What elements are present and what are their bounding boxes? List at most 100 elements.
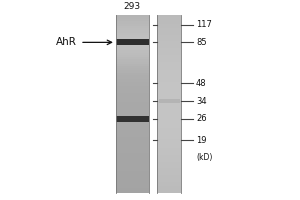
Bar: [116, 159, 148, 162]
Bar: [116, 119, 148, 122]
Bar: [158, 115, 181, 117]
Bar: [158, 66, 181, 68]
Bar: [158, 59, 181, 62]
Bar: [116, 148, 148, 151]
Bar: [158, 175, 181, 177]
Bar: [116, 93, 148, 95]
Bar: [158, 159, 181, 162]
Text: (kD): (kD): [196, 153, 212, 162]
Bar: [116, 171, 148, 173]
Bar: [158, 182, 181, 184]
Bar: [116, 139, 148, 142]
Bar: [158, 133, 181, 135]
Bar: [116, 180, 148, 182]
Bar: [116, 26, 148, 28]
Bar: [158, 110, 181, 113]
Bar: [116, 68, 148, 70]
Bar: [116, 28, 148, 30]
Bar: [116, 62, 148, 64]
Bar: [116, 168, 148, 171]
Bar: [158, 97, 181, 99]
Bar: [158, 53, 181, 55]
Bar: [116, 77, 148, 79]
Bar: [116, 19, 148, 21]
Bar: [158, 164, 181, 166]
Bar: [158, 77, 181, 79]
Bar: [158, 62, 181, 64]
Bar: [158, 128, 181, 131]
Bar: [116, 88, 148, 90]
Bar: [158, 39, 181, 41]
Bar: [158, 148, 181, 151]
Bar: [116, 41, 148, 44]
Bar: [116, 164, 148, 166]
Text: 26: 26: [196, 114, 207, 123]
Bar: [158, 157, 181, 159]
Bar: [116, 44, 148, 46]
Bar: [116, 57, 148, 59]
Bar: [116, 33, 148, 35]
Bar: [158, 68, 181, 70]
Bar: [116, 124, 148, 126]
Bar: [116, 102, 148, 104]
Text: 117: 117: [196, 20, 212, 29]
Bar: [116, 153, 148, 155]
Bar: [158, 48, 181, 50]
Bar: [116, 97, 148, 99]
Bar: [116, 188, 148, 191]
Bar: [159, 99, 180, 103]
Bar: [158, 21, 181, 24]
Bar: [116, 48, 148, 50]
Bar: [116, 175, 148, 177]
Bar: [116, 184, 148, 186]
Bar: [116, 30, 148, 33]
Bar: [158, 95, 181, 97]
Bar: [116, 104, 148, 106]
Bar: [158, 44, 181, 46]
Bar: [158, 35, 181, 37]
Bar: [158, 79, 181, 82]
Bar: [158, 24, 181, 26]
Bar: [158, 82, 181, 84]
Bar: [158, 142, 181, 144]
Bar: [116, 39, 148, 41]
Bar: [116, 157, 148, 159]
Bar: [116, 182, 148, 184]
Bar: [158, 99, 181, 102]
Bar: [158, 155, 181, 157]
Bar: [158, 139, 181, 142]
Bar: [116, 64, 148, 66]
Bar: [158, 17, 181, 19]
Bar: [158, 180, 181, 182]
Bar: [158, 41, 181, 44]
Bar: [116, 50, 148, 53]
Bar: [116, 191, 148, 193]
Bar: [158, 119, 181, 122]
Bar: [116, 59, 148, 62]
Bar: [158, 106, 181, 108]
Bar: [158, 108, 181, 110]
Text: 293: 293: [124, 2, 141, 11]
Bar: [116, 113, 148, 115]
Bar: [158, 102, 181, 104]
Bar: [116, 110, 148, 113]
Bar: [116, 133, 148, 135]
Bar: [116, 144, 148, 146]
Bar: [116, 162, 148, 164]
Bar: [158, 113, 181, 115]
Bar: [158, 37, 181, 39]
Bar: [116, 115, 148, 117]
Bar: [116, 155, 148, 157]
Bar: [158, 188, 181, 191]
Bar: [158, 124, 181, 126]
Bar: [158, 55, 181, 57]
Bar: [116, 137, 148, 139]
Bar: [116, 55, 148, 57]
Bar: [158, 30, 181, 33]
Bar: [116, 21, 148, 24]
Bar: [158, 28, 181, 30]
Bar: [158, 64, 181, 66]
Bar: [116, 75, 148, 77]
Bar: [158, 151, 181, 153]
Bar: [158, 73, 181, 75]
